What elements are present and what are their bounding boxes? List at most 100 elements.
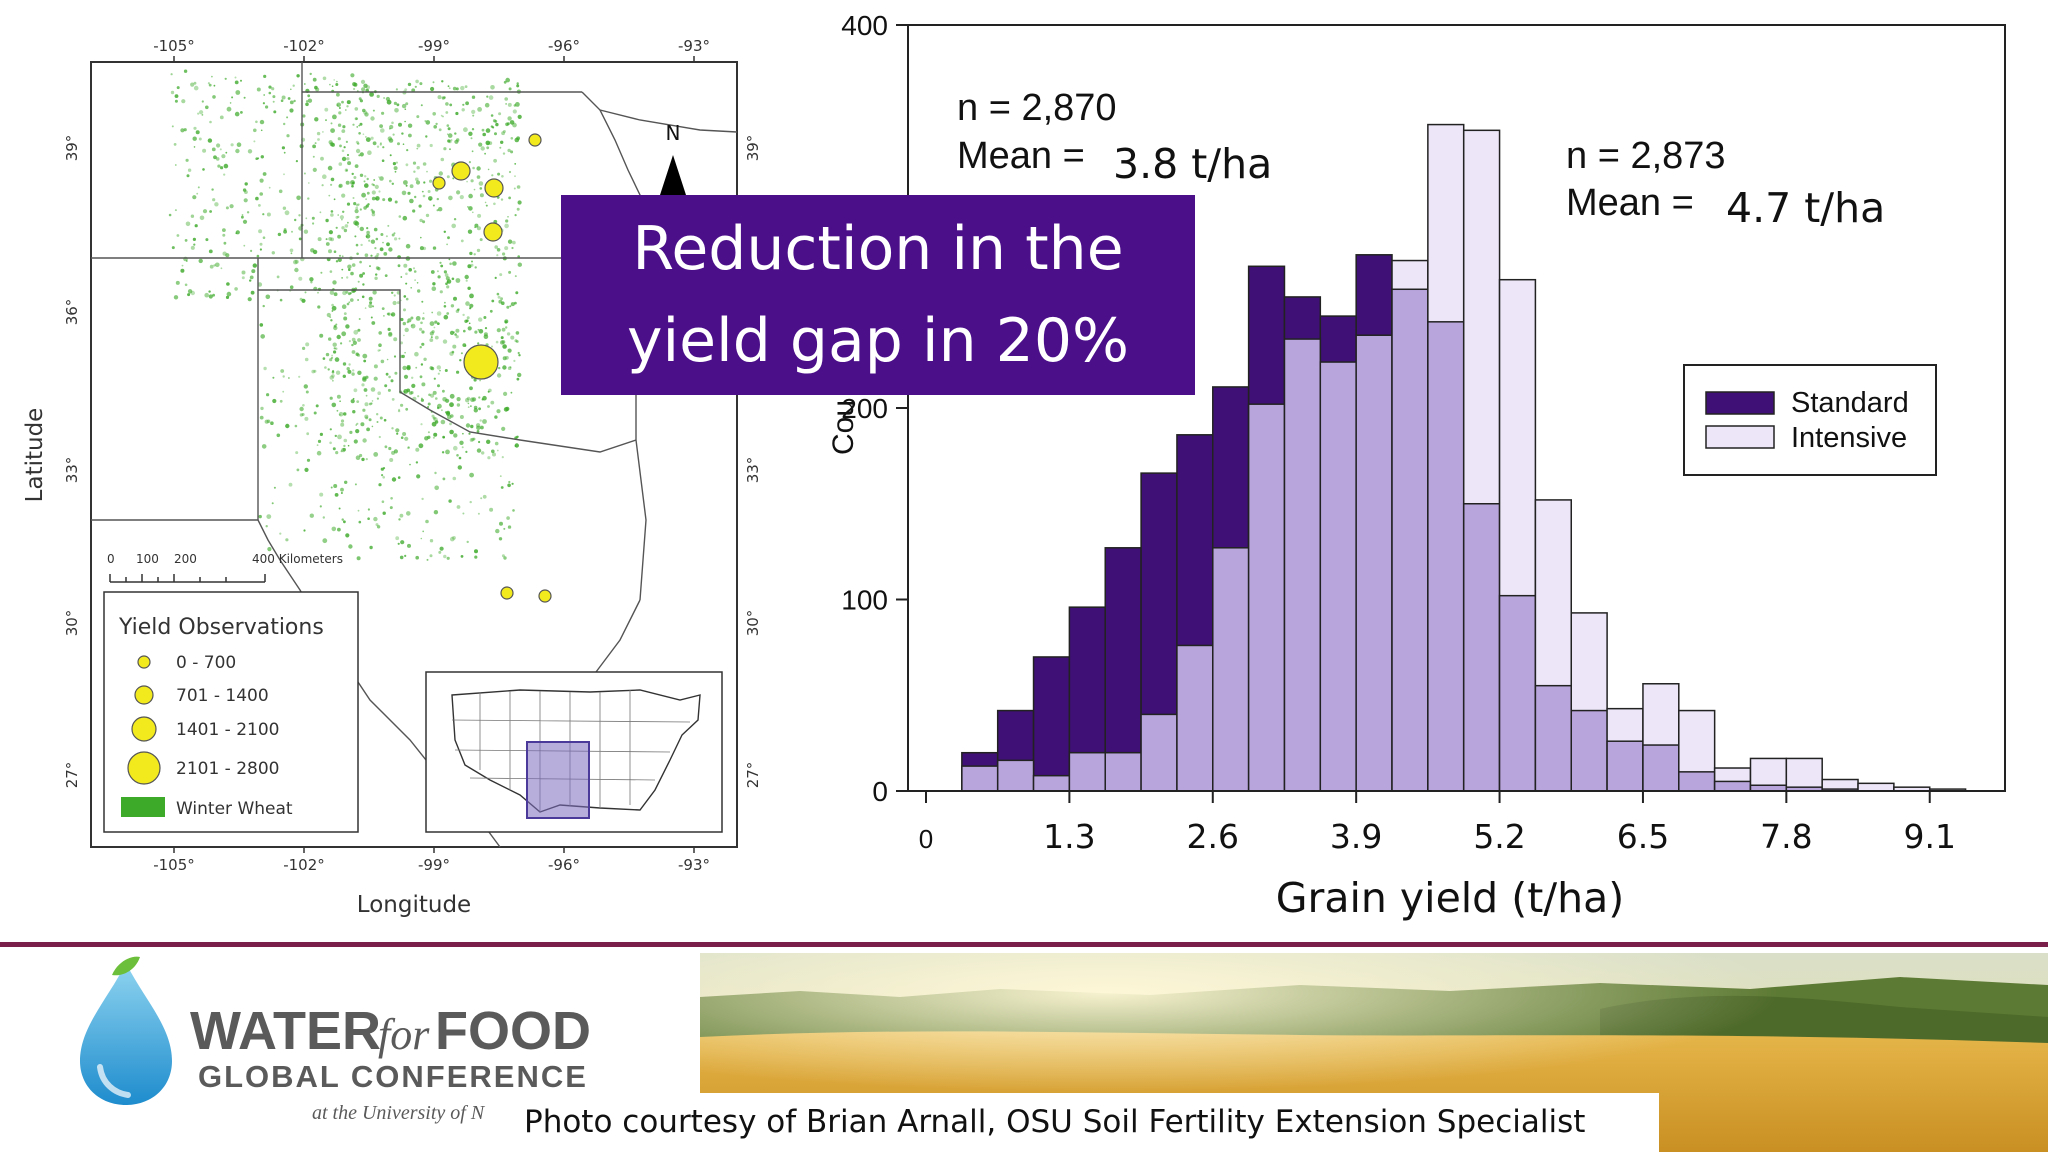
bar-intensive [1032, 774, 1071, 792]
legend-item: 2101 - 2800 [176, 759, 279, 779]
bar-intensive [1104, 751, 1142, 792]
series-intensive [961, 123, 1967, 792]
x-tick-label: 0 [919, 824, 933, 854]
x-tick-label: 2.6 [1187, 817, 1239, 856]
map-bottom-tick: -93° [678, 856, 710, 874]
bar-overlap [1642, 744, 1680, 792]
logo-university: at the University of N [312, 1102, 486, 1124]
yield-observation-points [432, 133, 552, 603]
bar-intensive [961, 765, 999, 792]
yield-point [538, 589, 552, 603]
y-axis-label: Cou [827, 400, 860, 455]
footer-graphics: WATER for FOOD GLOBAL CONFERENCE at the … [80, 953, 2048, 1152]
x-tick-label: 3.9 [1330, 817, 1382, 856]
bar-overlap [1678, 771, 1716, 792]
north-label: N [666, 121, 681, 145]
legend-item: 0 - 700 [176, 653, 236, 673]
bar-intensive [1857, 782, 1895, 792]
map-bottom-tick: -96° [548, 856, 580, 874]
bar-overlap [1534, 684, 1573, 792]
yield-point [500, 586, 514, 600]
map-bottom-tick: -102° [283, 856, 325, 874]
legend-swatch-standard [1705, 391, 1775, 415]
x-tick-label: 9.1 [1903, 817, 1955, 856]
bar-intensive [1785, 757, 1823, 792]
map-xlabel: Longitude [357, 892, 471, 918]
x-tick-label: 1.3 [1043, 817, 1095, 856]
map-left-tick: 39° [63, 135, 81, 162]
bar-intensive [1068, 751, 1106, 792]
y-tick-label: 100 [841, 585, 888, 616]
scale-label: 200 [174, 552, 197, 566]
yield-point [451, 161, 471, 181]
map-right-tick: 27° [744, 762, 760, 789]
bar-intensive [996, 759, 1035, 792]
wheat-swatch [121, 797, 165, 817]
scale-label: 400 Kilometers [252, 552, 343, 566]
mean-value-intensive: 4.7 t/ha [1726, 184, 1885, 232]
water-drop-logo-icon [80, 956, 172, 1105]
yield-point [432, 176, 446, 190]
map-left-tick: 36° [63, 299, 81, 326]
bar-overlap [1498, 594, 1537, 792]
map-top-tick: -99° [418, 37, 450, 55]
legend-item: 701 - 1400 [176, 686, 269, 706]
x-axis: 0 1.3 2.6 3.9 5.2 6.5 7.8 9.1 [919, 791, 1956, 856]
legend-item: 1401 - 2100 [176, 720, 279, 740]
grain-yield-histogram: 0 100 200 400 0 1.3 2.6 3.9 5.2 6.5 7.8 9.1 Grain … [827, 10, 2006, 922]
y-tick-label: 0 [872, 776, 888, 807]
map-top-tick: -102° [283, 37, 325, 55]
legend-item: Winter Wheat [176, 799, 293, 819]
yield-gap-callout: Reduction in the yield gap in 20% [561, 195, 1195, 395]
callout-line-1: Reduction in the [632, 214, 1124, 284]
study-area-map: -105° -102° -99° -96° -93° -105° -102° -… [22, 37, 760, 918]
bar-overlap [1462, 503, 1501, 792]
scale-label: 0 [107, 552, 115, 566]
map-left-tick: 27° [63, 762, 81, 789]
conference-logo-text: WATER for FOOD GLOBAL CONFERENCE at the … [190, 1001, 591, 1124]
y-axis: 0 100 200 400 [841, 10, 908, 807]
legend-title: Yield Observations [118, 615, 324, 640]
x-tick-label: 5.2 [1473, 817, 1525, 856]
map-left-tick: 33° [63, 457, 81, 484]
legend-label-intensive: Intensive [1791, 422, 1907, 454]
yield-point [528, 133, 542, 147]
bar-overlap [1391, 288, 1429, 792]
chart-legend: Standard Intensive [1683, 364, 1937, 476]
bar-intensive [1212, 547, 1250, 792]
bar-intensive [1355, 334, 1393, 792]
north-arrow-icon [660, 155, 686, 195]
yield-point [463, 344, 499, 380]
bar-overlap [1606, 740, 1644, 792]
map-bottom-tick: -105° [153, 856, 195, 874]
map-right-tick: 39° [744, 135, 760, 162]
wheat-field-photo [700, 953, 2048, 1152]
scale-bar: 0 100 200 400 Kilometers [107, 552, 343, 583]
logo-global-conference: GLOBAL CONFERENCE [198, 1059, 588, 1094]
bar-overlap [1427, 321, 1465, 792]
x-axis-label: Grain yield (t/ha) [1276, 874, 1624, 922]
bar-intensive [1319, 361, 1357, 792]
map-top-tick: -93° [678, 37, 710, 55]
x-tick-label: 6.5 [1617, 817, 1669, 856]
bar-overlap [1713, 780, 1752, 792]
bar-overlap [1570, 709, 1608, 792]
logo-food: FOOD [435, 1001, 591, 1061]
bar-intensive [1247, 403, 1286, 792]
callout-line-2: yield gap in 20% [626, 306, 1130, 376]
x-tick-label: 7.8 [1760, 817, 1812, 856]
map-right-tick: 30° [744, 610, 760, 637]
mean-label-standard: Mean = [957, 135, 1085, 177]
bar-intensive [1283, 338, 1322, 792]
footer-divider [0, 942, 2048, 947]
map-ylabel: Latitude [22, 408, 48, 503]
y-tick-label: 200 [841, 393, 888, 424]
bar-standard [1104, 547, 1142, 792]
scale-label: 100 [136, 552, 159, 566]
mean-label-intensive: Mean = [1566, 182, 1694, 224]
map-bottom-tick: -99° [418, 856, 450, 874]
n-intensive: n = 2,873 [1566, 135, 1726, 177]
bar-intensive [1176, 644, 1214, 792]
yield-point [483, 222, 503, 242]
n-standard: n = 2,870 [957, 87, 1117, 129]
